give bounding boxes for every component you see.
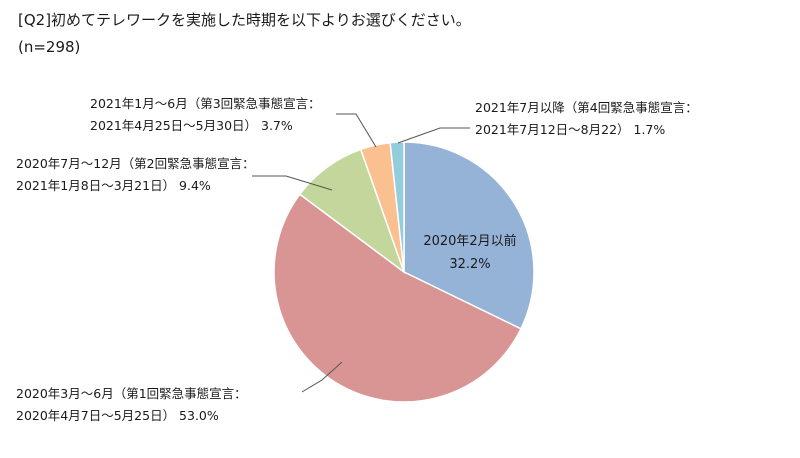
- slice-label-2: 2020年3月～6月（第1回緊急事態宣言： 2020年4月7日～5月25日） 53…: [16, 386, 247, 423]
- pie-slice-3: [298, 148, 406, 275]
- slice-label-4: 2021年1月～6月（第3回緊急事態宣言： 2021年4月25日～5月30日） 3…: [90, 96, 321, 133]
- slice-label-3: 2020年7月～12月（第2回緊急事態宣言： 2021年1月8日～3月21日） 9…: [16, 156, 255, 193]
- leader-line-2: [301, 361, 343, 393]
- pie-slice-1: [403, 141, 535, 330]
- leader-line-4: [336, 113, 377, 148]
- leader-line-3: [252, 175, 333, 191]
- slice-label-1: 2020年2月以前 32.2%: [423, 233, 516, 272]
- pie-slice-2: [273, 193, 522, 403]
- slice-label-5: 2021年7月以降（第4回緊急事態宣言： 2021年7月12日～8月22） 1.7…: [475, 100, 698, 137]
- chart-subtitle: (n=298): [18, 38, 81, 56]
- chart-title: [Q2]初めてテレワークを実施した時期を以下よりお選びください。: [18, 11, 471, 29]
- leader-line-5: [397, 127, 470, 144]
- pie-slice-5: [389, 141, 405, 273]
